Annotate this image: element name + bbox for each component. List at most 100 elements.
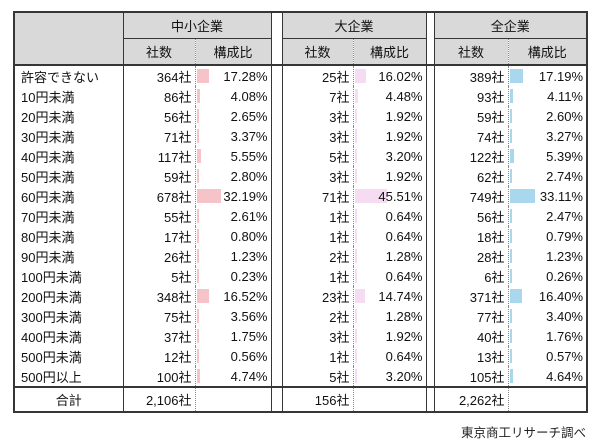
pct-value: 0.64% [385, 208, 423, 224]
pct-cell: 0.64% [352, 206, 427, 226]
pct-cell: 4.48% [352, 86, 427, 106]
ratio-table-container: 中小企業 大企業 全企業 社数 構成比 社数 構成比 社数 構成比 許容できない 364社 17.2… [13, 11, 588, 413]
table-row: 90円未満 26社 1.23% 2社 1.28% 28社 1.23% [14, 246, 588, 266]
count-cell: 7社 [281, 86, 353, 106]
data-bar [509, 269, 512, 283]
pct-cell: 1.28% [352, 246, 427, 266]
header-spacer [270, 12, 283, 66]
data-bar [509, 69, 523, 83]
count-cell: 1社 [281, 206, 353, 226]
count-cell: 5社 [122, 266, 195, 286]
pct-cell: 45.51% [352, 186, 427, 206]
count-cell: 100社 [122, 366, 195, 387]
pct-value: 14.74% [378, 288, 423, 304]
row-label: 400円未満 [14, 326, 124, 346]
table-header: 中小企業 大企業 全企業 社数 構成比 社数 構成比 社数 構成比 [14, 12, 588, 66]
data-bar [196, 149, 201, 163]
row-label: 200円未満 [14, 286, 124, 306]
count-cell: 5社 [281, 146, 353, 166]
data-bar [354, 189, 388, 203]
pct-value: 17.19% [538, 68, 583, 84]
column-spacer [270, 146, 283, 166]
data-bar [196, 229, 199, 243]
pct-cell: 1.23% [194, 246, 272, 266]
pct-value: 4.11% [547, 88, 583, 104]
table-body: 許容できない 364社 17.28% 25社 16.02% 389社 17.19% 10円未満… [14, 65, 588, 412]
row-label: 80円未満 [14, 226, 124, 246]
row-label: 500円未満 [14, 346, 124, 366]
pct-header-2: 構成比 [507, 38, 588, 66]
pct-value: 3.27% [546, 128, 583, 144]
column-spacer [425, 126, 435, 146]
pct-cell: 1.92% [352, 326, 427, 346]
pct-cell: 16.52% [194, 286, 272, 306]
table-row: 20円未満 56社 2.65% 3社 1.92% 59社 2.60% [14, 106, 588, 126]
data-bar [196, 369, 201, 383]
column-spacer [270, 286, 283, 306]
pct-cell: 32.19% [194, 186, 272, 206]
pct-value: 1.23% [230, 248, 268, 264]
pct-cell: 3.20% [352, 146, 427, 166]
pct-cell: 0.80% [194, 226, 272, 246]
total-count-cell: 156社 [281, 386, 353, 412]
column-spacer [425, 326, 435, 346]
data-bar [196, 269, 199, 283]
data-bar [354, 89, 358, 103]
count-cell: 1社 [281, 266, 353, 286]
column-spacer [425, 186, 435, 206]
group-header-1: 大企業 [281, 12, 427, 39]
count-cell: 59社 [122, 166, 195, 186]
pct-cell: 3.20% [352, 366, 427, 387]
pct-value: 1.92% [385, 168, 423, 184]
data-bar [509, 109, 512, 123]
corner-cell [14, 12, 124, 66]
pct-cell: 3.40% [507, 306, 588, 326]
data-bar [354, 329, 357, 343]
count-cell: 17社 [122, 226, 195, 246]
table-row: 許容できない 364社 17.28% 25社 16.02% 389社 17.19% [14, 65, 588, 86]
column-spacer [425, 146, 435, 166]
table-row: 500円未満 12社 0.56% 1社 0.64% 13社 0.57% [14, 346, 588, 366]
pct-value: 4.08% [230, 88, 268, 104]
data-bar [354, 149, 357, 163]
column-spacer [270, 386, 283, 412]
pct-cell: 0.26% [507, 266, 588, 286]
column-spacer [270, 246, 283, 266]
data-bar [354, 69, 367, 83]
data-bar [509, 289, 523, 303]
count-cell: 56社 [122, 106, 195, 126]
pct-cell: 1.76% [507, 326, 588, 346]
pct-value: 16.52% [223, 288, 268, 304]
count-cell: 93社 [433, 86, 508, 106]
count-header-1: 社数 [281, 38, 353, 66]
total-label: 合計 [14, 386, 124, 412]
data-bar [354, 169, 357, 183]
data-bar [196, 69, 210, 83]
data-bar [509, 89, 513, 103]
count-cell: 3社 [281, 326, 353, 346]
pct-cell: 1.92% [352, 166, 427, 186]
count-cell: 55社 [122, 206, 195, 226]
count-cell: 5社 [281, 366, 353, 387]
pct-cell: 17.19% [507, 65, 588, 86]
data-bar [509, 349, 512, 363]
column-spacer [425, 346, 435, 366]
row-label: 70円未満 [14, 206, 124, 226]
group-header-0: 中小企業 [122, 12, 272, 39]
column-spacer [270, 266, 283, 286]
count-cell: 71社 [281, 186, 353, 206]
count-cell: 1社 [281, 346, 353, 366]
count-header-0: 社数 [122, 38, 195, 66]
pct-header-1: 構成比 [352, 38, 427, 66]
count-cell: 71社 [122, 126, 195, 146]
pct-value: 3.37% [230, 128, 268, 144]
data-bar [196, 169, 199, 183]
count-cell: 62社 [433, 166, 508, 186]
column-spacer [270, 65, 283, 86]
column-spacer [425, 206, 435, 226]
column-spacer [425, 166, 435, 186]
data-bar [509, 169, 512, 183]
count-cell: 371社 [433, 286, 508, 306]
count-cell: 122社 [433, 146, 508, 166]
column-spacer [270, 126, 283, 146]
